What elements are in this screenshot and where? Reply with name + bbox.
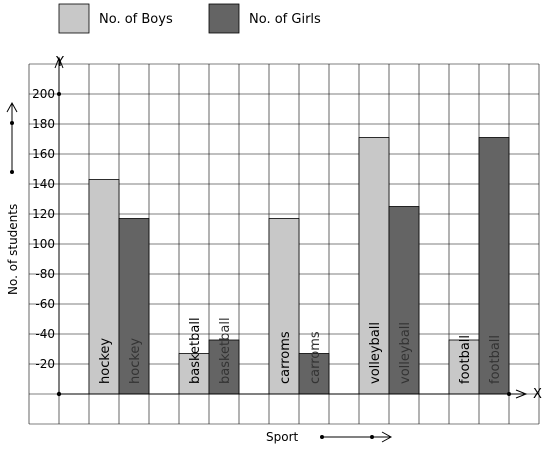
- y-tick-label: 140: [32, 177, 55, 191]
- bar-series: [88, 137, 510, 395]
- x-axis-label-group: Sport: [266, 430, 393, 444]
- y-tick-label: 160: [32, 147, 55, 161]
- y-axis-end-dot: [57, 92, 61, 96]
- y-tick-label: 180: [32, 117, 55, 131]
- bar-girls-volleyball: [388, 206, 420, 395]
- bar-label-boys-carroms: carroms: [278, 331, 293, 384]
- legend-swatch-girls: [208, 3, 240, 34]
- bar-girls-basketball: [208, 339, 240, 395]
- x-axis-label: Sport: [266, 430, 299, 444]
- y-label-arrow-head: [6, 101, 18, 113]
- bar-label-girls-hockey: hockey: [128, 338, 143, 384]
- legend-swatch-boys: [58, 3, 90, 34]
- bar-girls-hockey: [118, 218, 150, 395]
- bar-label-girls-football: football: [488, 335, 503, 384]
- bar-label-boys-volleyball: volleyball: [368, 322, 383, 384]
- y-tick-label: -80: [35, 267, 55, 281]
- bar-label-boys-football: football: [458, 335, 473, 384]
- y-label-arrow-dot-top: [10, 121, 14, 125]
- bar-boys-football: [448, 339, 480, 395]
- y-axis-letter: Y: [55, 55, 64, 70]
- chart-axes: X Y: [54, 55, 542, 402]
- origin-dot: [56, 391, 62, 397]
- bar-label-girls-carroms: carroms: [308, 331, 323, 384]
- bar-boys-carroms: [268, 218, 300, 395]
- y-tick-label: -20: [35, 357, 55, 371]
- y-label-arrow-dot-bottom: [10, 170, 14, 174]
- bar-boys-basketball: [178, 353, 210, 395]
- x-label-arrow-dot-left: [320, 435, 324, 439]
- x-axis-letter: X: [533, 387, 542, 402]
- bar-label-girls-basketball: basketball: [218, 317, 233, 384]
- y-axis-arrow: [54, 56, 64, 69]
- y-tick-labels: -20 -40 -60 -80 100 120 140 160 180 200: [32, 87, 55, 371]
- y-tick-label: 120: [32, 207, 55, 221]
- y-axis-label: No. of students: [6, 204, 20, 295]
- bar-girls-football: [478, 137, 510, 395]
- bar-label-boys-basketball: basketball: [188, 317, 203, 384]
- bar-boys-volleyball: [358, 137, 390, 395]
- y-tick-label: -40: [35, 327, 55, 341]
- y-tick-label: 100: [32, 237, 55, 251]
- y-axis-label-group: No. of students: [6, 101, 20, 295]
- x-axis-end-dot: [507, 392, 511, 396]
- legend-label-girls: No. of Girls: [249, 12, 321, 27]
- bar-boys-hockey: [88, 179, 120, 395]
- y-tick-label: 200: [32, 87, 55, 101]
- bar-girls-carroms: [298, 353, 330, 395]
- bar-label-boys-hockey: hockey: [98, 338, 113, 384]
- x-label-arrow-dot-right: [370, 435, 374, 439]
- legend-label-boys: No. of Boys: [99, 12, 173, 27]
- y-tick-label: -60: [35, 297, 55, 311]
- bar-category-labels: hockey hockey basketball basketball carroms c…: [98, 317, 503, 384]
- x-label-arrow-head: [381, 431, 393, 443]
- bar-label-girls-volleyball: volleyball: [398, 322, 413, 384]
- chart-legend: No. of Boys No. of Girls: [58, 3, 321, 34]
- x-axis-arrow: [515, 389, 528, 399]
